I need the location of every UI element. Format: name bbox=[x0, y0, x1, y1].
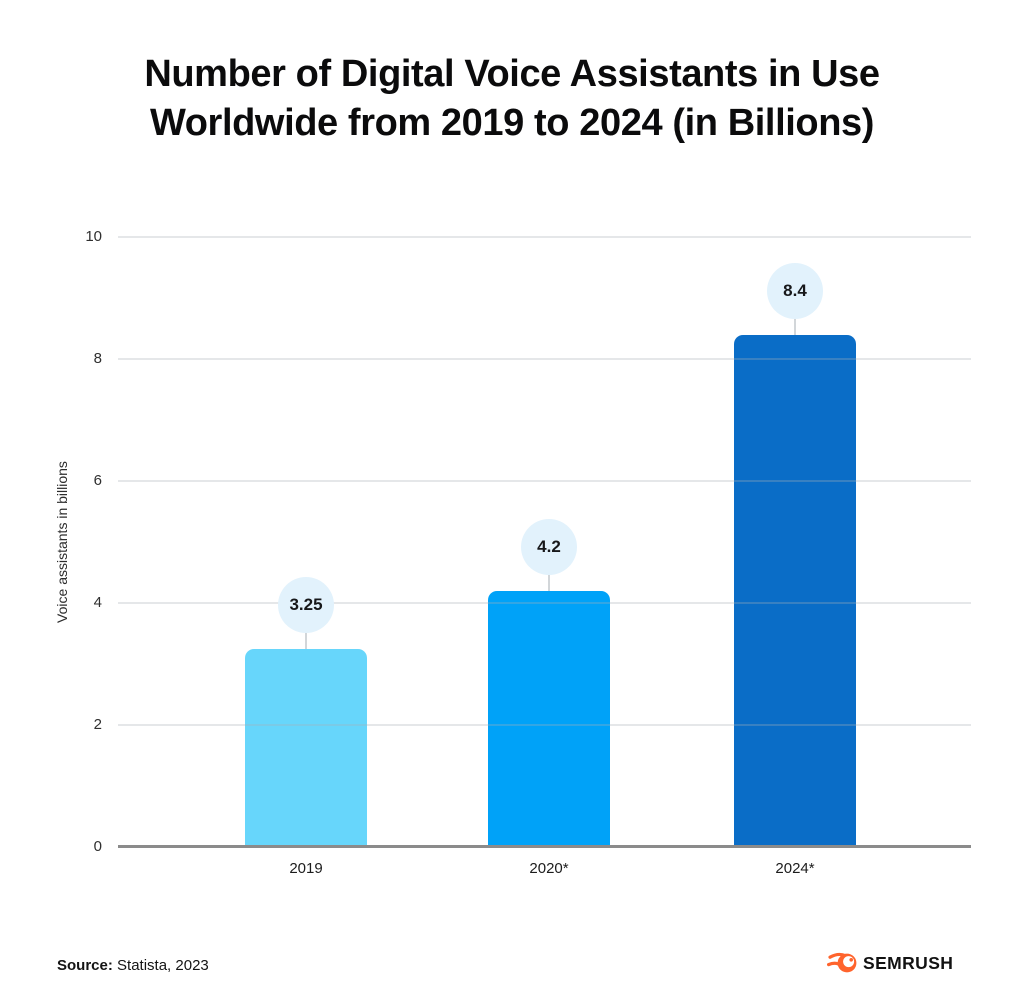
bubble-connector-2019 bbox=[305, 632, 307, 649]
value-bubble-2019: 3.25 bbox=[278, 576, 334, 633]
bar-2019 bbox=[245, 648, 367, 847]
bubble-connector-2020 bbox=[548, 574, 550, 591]
source-note: Source: Statista, 2023 bbox=[57, 957, 209, 974]
bar-2024 bbox=[734, 334, 856, 847]
y-tick-label-8: 8 bbox=[93, 350, 102, 367]
x-tick-label-2020: 2020* bbox=[529, 860, 569, 877]
gridline-2 bbox=[118, 724, 971, 726]
chart-title: Number of Digital Voice Assistants in Us… bbox=[0, 50, 1024, 148]
source-label: Source: bbox=[57, 957, 113, 974]
gridline-8 bbox=[118, 358, 971, 360]
gridline-6 bbox=[118, 480, 971, 482]
y-tick-label-6: 6 bbox=[93, 472, 102, 489]
gridline-10 bbox=[118, 236, 971, 238]
chart-title-line2: Worldwide from 2019 to 2024 (in Billions… bbox=[149, 102, 875, 144]
x-tick-label-2019: 2019 bbox=[289, 860, 323, 877]
y-tick-label-0: 0 bbox=[93, 838, 102, 855]
semrush-logo: SEMRUSH bbox=[827, 950, 953, 976]
x-axis-line bbox=[118, 845, 971, 848]
bubble-connector-2024 bbox=[794, 318, 796, 335]
source-text: Statista, 2023 bbox=[117, 957, 209, 974]
semrush-flame-icon bbox=[827, 952, 857, 973]
gridline-4 bbox=[118, 602, 971, 604]
chart-title-line1: Number of Digital Voice Assistants in Us… bbox=[144, 53, 880, 95]
value-bubble-2024: 8.4 bbox=[767, 262, 823, 319]
x-tick-label-2024: 2024* bbox=[775, 860, 815, 877]
y-tick-label-10: 10 bbox=[85, 228, 102, 245]
bar-2020 bbox=[488, 590, 610, 847]
y-tick-label-2: 2 bbox=[93, 716, 102, 733]
value-bubble-2020: 4.2 bbox=[521, 518, 577, 575]
brand-name: SEMRUSH bbox=[863, 952, 954, 973]
y-tick-label-4: 4 bbox=[93, 594, 102, 611]
